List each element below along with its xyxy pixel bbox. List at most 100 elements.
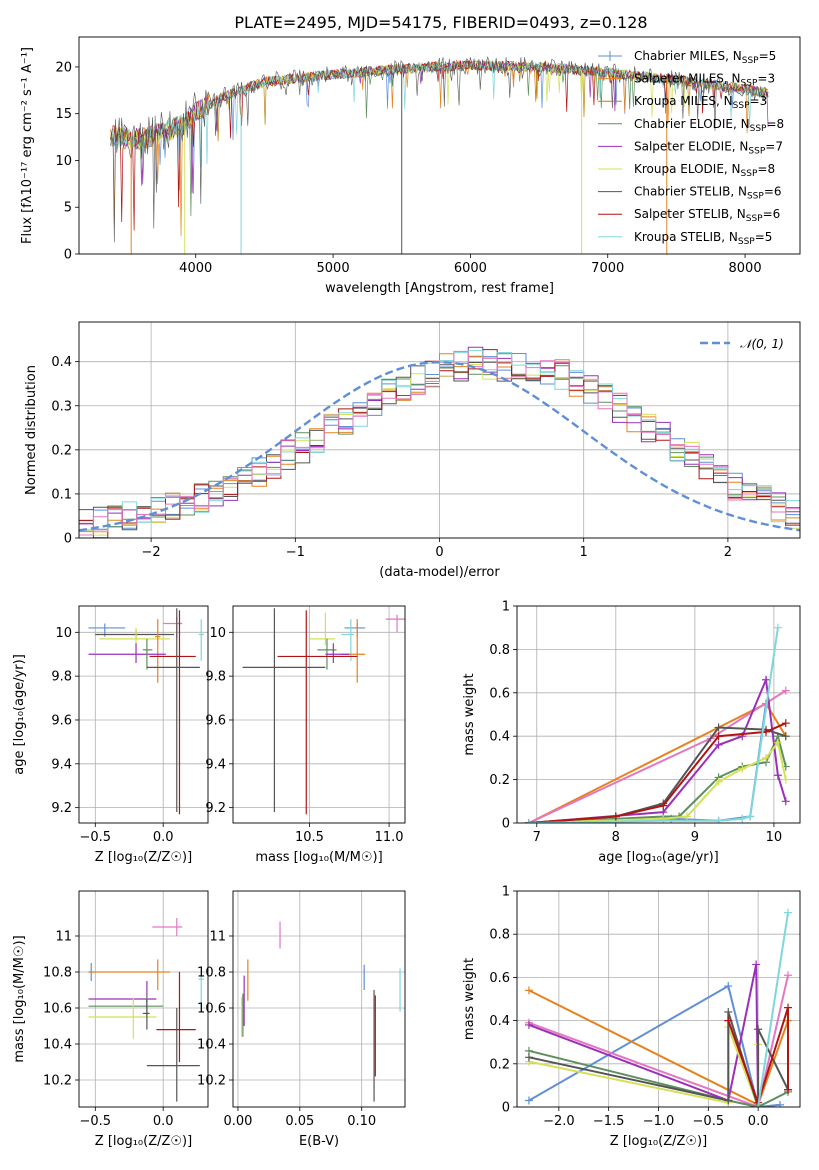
y-tick-label: 9.8 [51,670,72,685]
y-axis-label: age [log₁₀(age/yr)] [12,654,27,775]
y-tick-label: 1 [502,885,510,900]
panel-spectrum: 4000 5000 6000 7000 8000 0 5 10 15 20 wavelength [… [20,36,801,296]
histogram-step [79,349,800,538]
data-point [142,999,150,1030]
y-tick-label: 9.2 [205,801,226,816]
y-tick-label: 0.8 [489,643,510,658]
x-tick-label: −0.5 [693,1114,725,1129]
plot-area [110,56,769,254]
y-axis-label: mass weight [462,958,477,1040]
y-tick-label: 0.2 [489,1057,510,1072]
y-tick-label: 0 [502,817,510,832]
axes-frame [516,605,801,824]
weight-marker [724,982,733,991]
x-tick-label: 4000 [179,261,212,276]
data-point [325,643,350,663]
panel-age_vs_Z: −0.5 0.0 9.2 9.4 9.6 9.8 10 Z [log₁₀(Z/Z☉)] age … [12,605,209,865]
x-axis-label: wavelength [Angstrom, rest frame] [325,281,554,296]
y-tick-label: 10.8 [43,966,72,981]
x-tick-label: 11.0 [375,830,404,845]
y-axis-label: Flux [fλ10⁻¹⁷ erg cm⁻² s⁻¹ A⁻¹] [20,47,35,244]
weight-marker [714,732,723,741]
y-tick-label: 10.6 [43,1002,72,1017]
weight-line [528,726,787,823]
weight-marker [724,1007,733,1016]
legend-label: Kroupa MILES, NSSP=3 [634,94,767,111]
data-point [156,972,196,1062]
y-tick-label: 5 [64,201,72,216]
x-tick-label: 0.0 [748,1114,769,1129]
weight-marker [781,719,790,728]
y-tick-label: 0.1 [51,487,72,502]
y-tick-label: 0.6 [489,971,510,986]
y-axis-label: mass [log₁₀(M/M☉)] [12,935,27,1062]
axes-frame [516,890,801,1108]
weight-marker [724,1016,733,1025]
data-point [95,630,175,639]
y-tick-label: 9.2 [51,801,72,816]
y-tick-label: 10.4 [43,1038,72,1053]
plot-area [517,891,800,1107]
weight-marker [781,732,790,741]
x-tick-label: 9 [691,830,699,845]
weight-marker [784,1085,793,1094]
axes-frame [78,890,209,1108]
y-tick-label: 0.3 [51,399,72,414]
x-tick-label: −0.5 [80,1114,112,1129]
weight-marker [714,740,723,749]
data-point [341,619,366,683]
y-tick-label: 10.2 [197,1074,226,1089]
data-point [155,619,161,683]
histogram-step [79,351,800,538]
data-point [88,643,166,663]
weight-line [528,984,781,1107]
data-point [198,619,204,661]
legend-label: Salpeter STELIB, NSSP=6 [634,207,780,224]
data-point [385,614,405,633]
data-point [88,997,157,1039]
x-axis-label: Z [log₁₀(Z/Z☉)] [95,850,192,865]
x-axis-label: age [log₁₀(age/yr)] [598,850,719,865]
weight-marker [524,1020,533,1029]
histogram-step [79,350,800,538]
y-tick-label: 10.4 [197,1038,226,1053]
legend-label: Salpeter MILES, NSSP=3 [634,72,775,89]
weight-marker [762,675,771,684]
y-tick-label: 10.8 [197,966,226,981]
y-axis-label: Normed distribution [24,365,39,495]
weight-marker [738,764,747,773]
data-point [146,1008,200,1102]
legend-label: Salpeter ELODIE, NSSP=7 [634,139,783,156]
y-tick-label: 11 [55,930,72,945]
plot-area [79,606,208,823]
weight-marker [524,819,533,823]
panel-age_vs_mass: 10.5 11.0 9.2 9.4 9.6 9.8 10 mass [log₁₀(M/M☉)] [205,605,406,865]
weight-line [528,722,787,823]
weight-marker [773,623,782,632]
normal-curve [79,360,800,532]
histogram-step [79,350,800,538]
y-tick-label: 10 [209,626,226,641]
y-tick-label: 0.4 [489,1014,510,1029]
plot-area [79,891,208,1107]
x-tick-label: −1.0 [643,1114,675,1129]
weight-line [528,974,789,1107]
weight-marker [754,1025,763,1034]
weight-line [757,912,789,1107]
y-tick-label: 20 [55,60,72,75]
weight-marker [659,801,668,810]
x-tick-label: 8000 [729,261,762,276]
x-axis-label: Z [log₁₀(Z/Z☉)] [95,1134,192,1149]
x-tick-label: −1.5 [593,1114,625,1129]
x-tick-label: 2 [724,545,732,560]
spectrum-line [110,59,769,168]
weight-line [528,740,787,823]
histogram-step [79,353,800,538]
y-tick-label: 11 [209,930,226,945]
histogram-step [79,353,800,538]
axes-frame [232,605,406,824]
x-tick-label: 6000 [454,261,487,276]
data-point [88,959,170,990]
y-tick-label: 0.4 [51,355,72,370]
